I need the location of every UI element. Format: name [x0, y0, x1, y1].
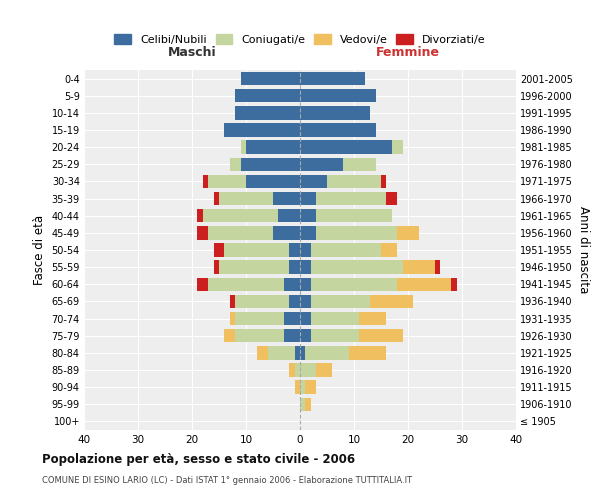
Bar — [214, 244, 224, 256]
Bar — [300, 346, 305, 360]
Bar — [370, 294, 413, 308]
Bar — [311, 312, 359, 326]
Bar — [300, 106, 370, 120]
Bar — [235, 312, 284, 326]
Bar — [208, 226, 273, 239]
Bar — [451, 278, 457, 291]
Text: Maschi: Maschi — [167, 46, 217, 59]
Bar — [230, 158, 241, 171]
Bar — [224, 329, 235, 342]
Bar — [214, 192, 219, 205]
Bar — [289, 294, 300, 308]
Bar — [300, 226, 316, 239]
Legend: Celibi/Nubili, Coniugati/e, Vedovi/e, Divorziati/e: Celibi/Nubili, Coniugati/e, Vedovi/e, Di… — [115, 34, 485, 45]
Bar — [224, 124, 300, 136]
Bar — [284, 329, 300, 342]
Bar — [289, 244, 300, 256]
Bar — [300, 278, 311, 291]
Bar — [224, 244, 289, 256]
Bar — [311, 260, 403, 274]
Bar — [230, 312, 235, 326]
Bar — [295, 380, 300, 394]
Bar — [268, 346, 295, 360]
Bar — [203, 209, 278, 222]
Bar — [257, 346, 268, 360]
Bar — [300, 380, 305, 394]
Bar — [246, 174, 300, 188]
Bar — [241, 140, 246, 154]
Text: COMUNE DI ESINO LARIO (LC) - Dati ISTAT 1° gennaio 2006 - Elaborazione TUTTITALI: COMUNE DI ESINO LARIO (LC) - Dati ISTAT … — [42, 476, 412, 485]
Bar — [300, 260, 311, 274]
Bar — [300, 329, 311, 342]
Bar — [300, 140, 392, 154]
Bar — [300, 364, 316, 376]
Bar — [208, 278, 284, 291]
Bar — [284, 278, 300, 291]
Bar — [197, 278, 208, 291]
Bar — [311, 244, 381, 256]
Bar — [305, 398, 311, 411]
Bar — [241, 72, 300, 86]
Y-axis label: Fasce di età: Fasce di età — [33, 215, 46, 285]
Bar — [305, 346, 349, 360]
Bar — [311, 329, 359, 342]
Bar — [300, 192, 316, 205]
Bar — [197, 226, 208, 239]
Bar — [316, 364, 332, 376]
Bar — [316, 209, 392, 222]
Bar — [435, 260, 440, 274]
Bar — [300, 209, 316, 222]
Bar — [359, 329, 403, 342]
Bar — [235, 329, 284, 342]
Bar — [197, 209, 203, 222]
Bar — [235, 89, 300, 102]
Bar — [203, 174, 208, 188]
Bar — [327, 174, 381, 188]
Bar — [230, 294, 235, 308]
Bar — [300, 158, 343, 171]
Bar — [273, 226, 300, 239]
Bar — [359, 312, 386, 326]
Bar — [300, 72, 365, 86]
Bar — [386, 192, 397, 205]
Text: Popolazione per età, sesso e stato civile - 2006: Popolazione per età, sesso e stato civil… — [42, 452, 355, 466]
Bar — [349, 346, 386, 360]
Bar — [300, 89, 376, 102]
Bar — [300, 174, 327, 188]
Bar — [343, 158, 376, 171]
Bar — [289, 364, 295, 376]
Bar — [392, 140, 403, 154]
Bar — [295, 364, 300, 376]
Bar — [214, 260, 219, 274]
Bar — [397, 226, 419, 239]
Bar — [273, 192, 300, 205]
Bar — [300, 244, 311, 256]
Bar — [311, 294, 370, 308]
Y-axis label: Anni di nascita: Anni di nascita — [577, 206, 590, 294]
Bar — [246, 140, 300, 154]
Bar — [235, 106, 300, 120]
Bar — [295, 346, 300, 360]
Bar — [235, 294, 289, 308]
Bar — [316, 226, 397, 239]
Bar — [397, 278, 451, 291]
Bar — [311, 278, 397, 291]
Bar — [219, 192, 273, 205]
Bar — [316, 192, 386, 205]
Bar — [289, 260, 300, 274]
Bar — [300, 124, 376, 136]
Bar — [219, 260, 289, 274]
Bar — [300, 398, 305, 411]
Text: Femmine: Femmine — [376, 46, 440, 59]
Bar — [300, 294, 311, 308]
Bar — [208, 174, 246, 188]
Bar — [284, 312, 300, 326]
Bar — [278, 209, 300, 222]
Bar — [381, 244, 397, 256]
Bar — [241, 158, 300, 171]
Bar — [403, 260, 435, 274]
Bar — [381, 174, 386, 188]
Bar — [300, 312, 311, 326]
Bar — [305, 380, 316, 394]
